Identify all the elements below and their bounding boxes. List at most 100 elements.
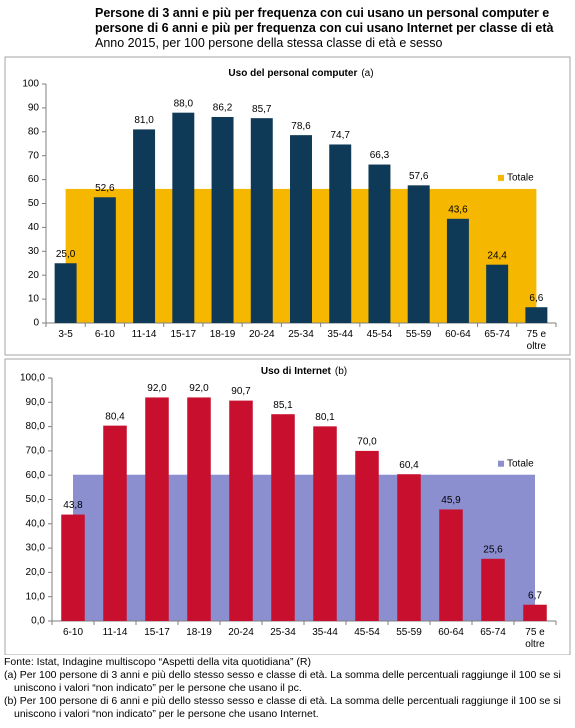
bar — [368, 164, 391, 323]
x-tick-label: 35-44 — [327, 329, 353, 340]
y-tick-label: 50 — [28, 198, 40, 209]
x-tick-label: 25-34 — [270, 627, 296, 638]
x-tick-label-box: 18-19 — [186, 627, 212, 638]
value-label: 60,4 — [399, 460, 419, 471]
x-tick-label: 18-19 — [186, 627, 212, 638]
notes: Fonte: Istat, Indagine multiscopo “Aspet… — [4, 656, 572, 721]
value-label: 80,4 — [105, 411, 125, 422]
x-tick-label: 55-59 — [396, 627, 422, 638]
x-tick-label-box: 15-17 — [144, 627, 170, 638]
value-label: 80,1 — [315, 412, 335, 423]
value-label: 45,9 — [441, 495, 461, 506]
x-tick-label-box: 60-64 — [438, 627, 464, 638]
x-tick-label-box: 18-19 — [209, 329, 236, 340]
y-tick-label: 40,0 — [26, 518, 46, 529]
chart-title-note: (a) — [361, 68, 373, 79]
title-line: Persone di 3 anni e più per frequenza co… — [95, 6, 550, 20]
x-tick-label-box: 25-34 — [288, 329, 314, 340]
y-tick-label: 70 — [28, 150, 40, 161]
x-tick-label: 25-34 — [288, 329, 314, 340]
source: Fonte: Istat, Indagine multiscopo “Aspet… — [4, 656, 311, 668]
x-tick-label-box: 65-74 — [484, 329, 510, 340]
y-tick-label: 0 — [33, 318, 39, 329]
bar — [54, 263, 77, 323]
value-label: 85,1 — [273, 400, 293, 411]
x-tick-label-box: 20-24 — [228, 627, 254, 638]
x-tick-label-box: 35-44 — [327, 329, 353, 340]
total-area — [73, 474, 535, 621]
x-tick-label-box: 25-34 — [270, 627, 296, 638]
value-label: 78,6 — [291, 121, 311, 132]
x-tick-label: 35-44 — [312, 627, 338, 638]
title-line: persone di 6 anni e più per frequenza co… — [95, 21, 554, 35]
bar — [250, 118, 273, 323]
bar — [229, 400, 253, 621]
x-tick-label-box: 15-17 — [170, 329, 197, 340]
legend-label: Totale — [507, 173, 534, 184]
subtitle: Anno 2015, per 100 persone della stessa … — [95, 36, 443, 50]
x-tick-label: 45-54 — [354, 627, 380, 638]
bar — [133, 129, 156, 323]
value-label: 81,0 — [134, 115, 154, 126]
value-label: 25,0 — [56, 249, 76, 260]
x-tick-label: 11-14 — [102, 627, 128, 638]
value-label: 66,3 — [370, 150, 390, 161]
x-tick-label: 18-19 — [209, 329, 236, 340]
x-tick-label: 75 e oltre — [525, 627, 545, 650]
y-tick-label: 30,0 — [26, 543, 46, 554]
bar — [313, 426, 337, 621]
bar — [211, 116, 234, 324]
x-tick-label-box: 65-74 — [480, 627, 506, 638]
bar — [446, 218, 469, 323]
bar — [172, 112, 195, 324]
value-label: 43,8 — [63, 500, 83, 511]
y-tick-label: 80,0 — [26, 421, 46, 432]
y-tick-label: 100,0 — [20, 373, 45, 384]
x-tick-label-box: 75 e oltre — [525, 627, 545, 650]
x-tick-label: 65-74 — [484, 329, 510, 340]
bar — [61, 514, 85, 621]
chart-title-note: (b) — [335, 366, 347, 377]
bar — [93, 197, 116, 323]
value-label: 92,0 — [189, 383, 209, 394]
value-label: 24,4 — [487, 250, 507, 261]
chart-title: Uso del personal computer (a) — [228, 68, 373, 79]
x-tick-label: 60-64 — [445, 329, 471, 340]
y-tick-label: 60 — [28, 174, 40, 185]
x-tick-label: 3-5 — [58, 329, 73, 340]
x-tick-label: 45-54 — [366, 329, 393, 340]
chart-title: Uso di Internet (b) — [261, 366, 347, 377]
value-label: 52,6 — [95, 183, 115, 194]
bar — [439, 509, 463, 621]
bar — [290, 135, 312, 323]
y-tick-label: 100 — [22, 79, 39, 90]
x-tick-label: 65-74 — [480, 627, 506, 638]
x-tick-label-box: 55-59 — [396, 627, 422, 638]
y-tick-label: 30 — [28, 246, 40, 257]
value-label: 43,6 — [448, 204, 468, 215]
value-label: 74,7 — [330, 130, 350, 141]
bar — [355, 450, 379, 621]
x-tick-label: 20-24 — [248, 329, 275, 340]
y-tick-label: 40 — [28, 222, 40, 233]
y-tick-label: 10 — [28, 294, 40, 305]
bar — [481, 558, 505, 621]
x-tick-label: 15-17 — [170, 329, 197, 340]
bar — [523, 604, 547, 621]
x-tick-label-box: 6-10 — [95, 329, 115, 340]
value-label: 6,6 — [529, 293, 543, 304]
x-tick-label-box: 11-14 — [131, 329, 157, 340]
y-tick-label: 60,0 — [26, 470, 46, 481]
x-tick-label-box: 11-14 — [102, 627, 128, 638]
x-tick-label: 75 e oltre — [526, 329, 547, 352]
bar — [525, 307, 548, 323]
y-tick-label: 20 — [28, 270, 40, 281]
bar — [103, 425, 127, 621]
value-label: 88,0 — [174, 98, 194, 109]
x-tick-label: 11-14 — [131, 329, 157, 340]
x-tick-label-box: 75 e oltre — [526, 329, 547, 352]
y-tick-label: 90 — [28, 103, 40, 114]
x-tick-label: 15-17 — [144, 627, 170, 638]
y-tick-label: 20,0 — [26, 567, 46, 578]
charts: Uso del personal computer (a) Totale 0 10 20 3… — [4, 56, 571, 655]
